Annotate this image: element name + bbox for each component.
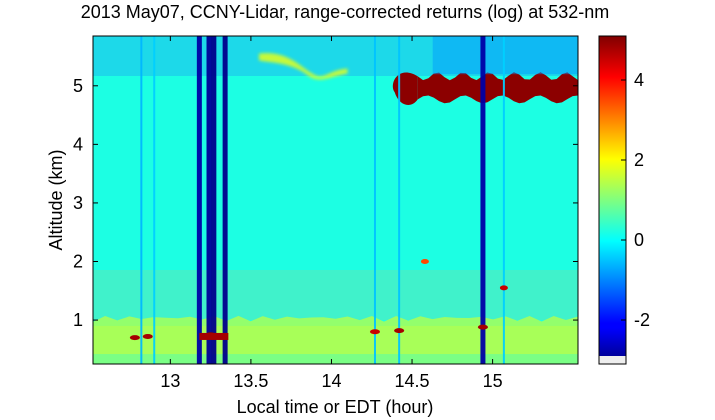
low-cloud-spot [142,333,153,339]
colorbar-undercolor [599,356,626,364]
y-axis: 1 2 3 4 5 [73,76,578,330]
colorbar-tick-label: 2 [634,150,644,170]
signal-dropout-lines [140,36,505,364]
x-axis-label: Local time or EDT (hour) [237,397,434,417]
dropout-line [196,36,202,364]
colorbar [599,36,626,364]
y-axis-label: Altitude (km) [46,149,66,250]
near-surface-layer [93,354,578,364]
low-cloud-spot [129,335,140,341]
low-cloud-spots [129,259,508,341]
dropout-line [211,36,217,364]
cloud-attenuation-above [432,36,578,75]
colorbar-tick-label: -2 [634,310,650,330]
chart-title: 2013 May07, CCNY-Lidar, range-corrected … [81,2,610,22]
y-tick-label: 1 [73,310,83,330]
x-axis: 13 13.5 14 14.5 15 [160,36,503,391]
dropout-line [222,36,228,364]
dropout-line [373,36,376,364]
aerosol-layer [258,53,348,80]
low-cloud-spot [477,324,488,330]
cloud-layer [417,72,578,104]
low-cloud-spot [394,328,405,334]
dropout-line [502,36,505,364]
dropout-line [206,36,212,364]
dropout-line [153,36,156,364]
plot-frame [92,35,579,365]
residual-layer [93,270,578,320]
y-tick-label: 5 [73,76,83,96]
x-tick-label: 13.5 [233,371,268,391]
x-tick-label: 14.5 [395,371,430,391]
dropout-line [140,36,143,364]
dropout-line [480,36,486,364]
low-cloud-spot [499,285,508,291]
upper-noise-band [93,36,578,76]
low-cloud-spot [369,329,380,335]
colorbar-axis: -2 0 2 4 [621,70,650,330]
heatmap-plot [93,36,578,364]
x-tick-label: 14 [321,371,341,391]
x-tick-label: 13 [160,371,180,391]
y-tick-label: 2 [73,252,83,272]
low-cloud-spot [420,259,429,264]
colorbar-tick-label: 4 [634,70,644,90]
dropout-line [398,36,401,364]
y-tick-label: 4 [73,134,83,154]
colorbar-frame [598,35,627,365]
x-tick-label: 15 [483,371,503,391]
colorbar-tick-label: 0 [634,230,644,250]
y-tick-label: 3 [73,193,83,213]
low-cloud-band [199,332,229,340]
